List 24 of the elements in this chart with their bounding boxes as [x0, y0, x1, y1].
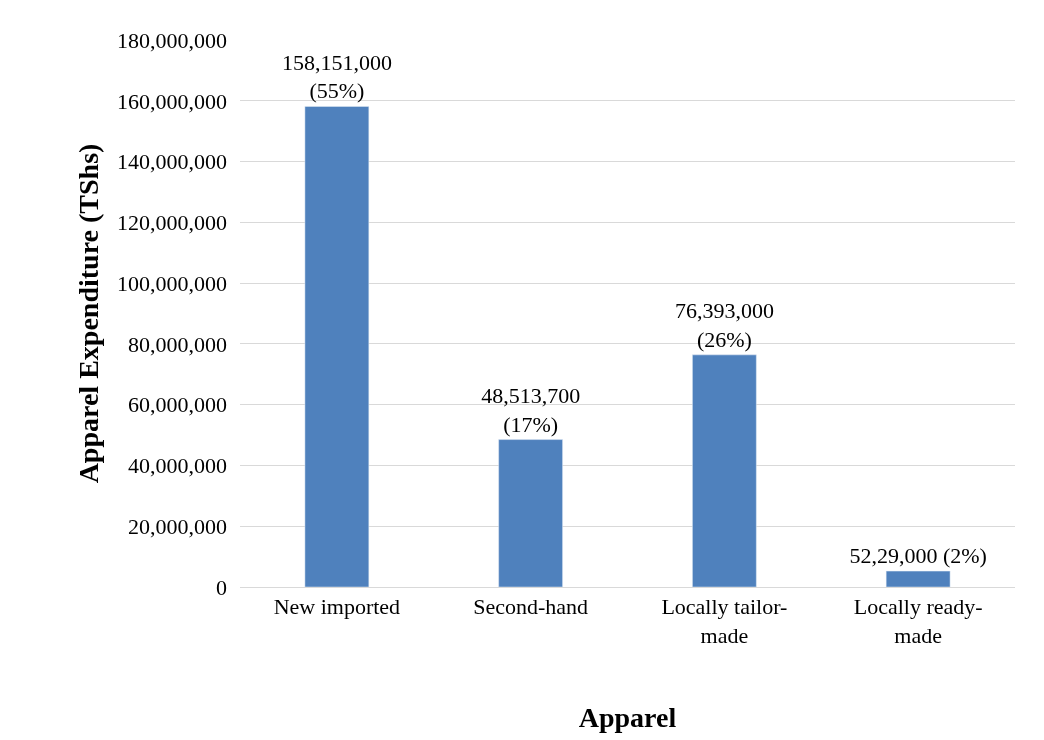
y-tick-label: 80,000,000	[128, 331, 227, 357]
x-tick-label: New imported	[273, 594, 401, 620]
data-label: 158,151,000 (55%)	[281, 49, 392, 104]
x-tick-label: Second-hand	[473, 594, 589, 620]
x-axis-title: Apparel	[578, 702, 677, 734]
y-tick-label: 20,000,000	[128, 513, 227, 539]
x-tick-label: Locally ready- made	[853, 594, 983, 648]
bar	[692, 354, 757, 587]
bar	[885, 570, 951, 587]
bar	[304, 106, 370, 587]
bar	[498, 439, 563, 587]
y-tick-label: 120,000,000	[117, 210, 227, 236]
y-tick-label: 100,000,000	[117, 270, 227, 296]
y-tick-label: 160,000,000	[117, 88, 227, 114]
y-tick-label: 0	[216, 574, 227, 600]
x-tick-label: Locally tailor- made	[661, 594, 788, 648]
y-tick-label: 40,000,000	[128, 453, 227, 479]
y-axis-title: Apparel Expenditure (TShs)	[72, 143, 104, 484]
data-label: 76,393,000 (26%)	[674, 298, 774, 352]
data-label: 48,513,700 (17%)	[481, 382, 581, 437]
y-tick-label: 180,000,000	[117, 27, 227, 53]
y-tick-label: 60,000,000	[128, 392, 227, 418]
y-tick-label: 140,000,000	[117, 149, 227, 175]
data-label: 52,29,000 (2%)	[849, 543, 987, 569]
